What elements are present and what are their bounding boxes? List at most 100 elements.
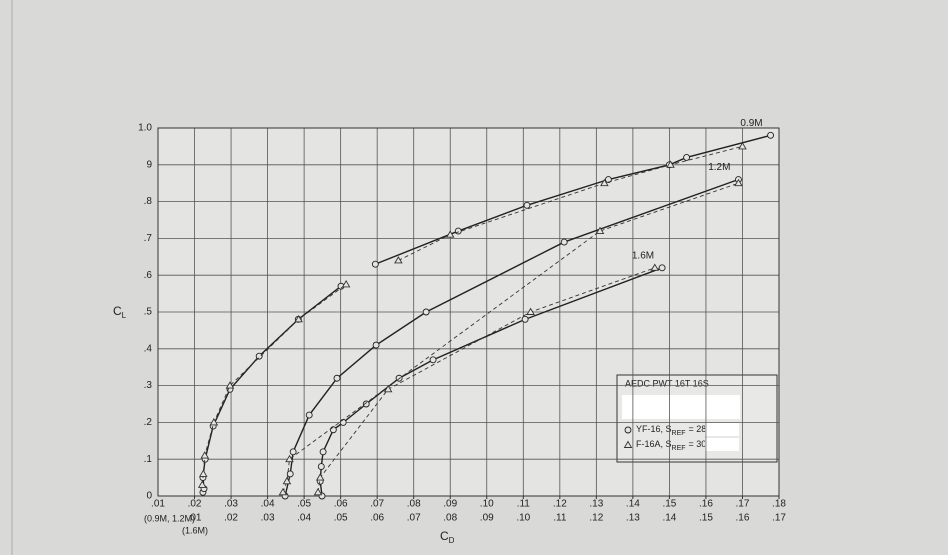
x-tick-label: .14 <box>626 499 640 510</box>
y-axis-label-main: C <box>113 304 122 318</box>
legend-label: YF-16, SREF = 280 <box>636 424 711 436</box>
x-tick-label: .02 <box>188 499 202 510</box>
legend-name-value: = 280 <box>689 424 712 434</box>
x-tick-label: .04 <box>261 499 275 510</box>
x2-tick-label: .07 <box>407 513 421 524</box>
x2-tick-label: .13 <box>626 513 640 524</box>
x-tick-label: .15 <box>662 499 676 510</box>
triangle-marker <box>199 469 208 477</box>
legend-name: F-16A, S <box>636 439 672 449</box>
curve-label: 1.6M <box>632 250 654 261</box>
x2-tick-label: .09 <box>480 513 494 524</box>
y-tick-label: .4 <box>144 343 153 354</box>
triangle-marker <box>278 487 288 496</box>
legend: AEDC PWT 16T 16S YF-16, SREF = 280 F-16A, … <box>616 374 778 463</box>
circle-marker <box>371 260 379 268</box>
circle-marker <box>255 352 263 360</box>
x2-tick-label: .15 <box>699 513 713 524</box>
y-tick-label: .7 <box>144 233 153 244</box>
circle-marker <box>521 315 529 323</box>
triangle-marker <box>294 314 303 323</box>
x2-tick-label: .11 <box>553 513 567 524</box>
circle-marker <box>767 131 775 139</box>
curve-label: 1.2M <box>708 162 730 173</box>
x-tick-label: .12 <box>553 499 567 510</box>
x-tick-label: .17 <box>736 499 750 510</box>
legend-name-value: = 300 <box>689 439 712 449</box>
x-tick-label: .13 <box>589 499 603 510</box>
circle-marker <box>429 356 437 364</box>
triangle-marker <box>595 226 605 234</box>
y-tick-label: 9 <box>146 159 152 170</box>
triangle-marker <box>526 307 535 315</box>
legend-title: AEDC PWT 16T 16S <box>625 378 709 388</box>
triangle-marker <box>666 160 675 168</box>
triangle-marker <box>394 256 403 264</box>
circle-marker <box>624 426 632 434</box>
x-tick-label: .09 <box>443 499 457 510</box>
circle-marker <box>560 238 568 246</box>
x2-tick-label: .03 <box>261 513 275 524</box>
circle-marker <box>329 426 337 434</box>
circle-marker <box>422 308 430 316</box>
y-axis-label-sub: L <box>122 311 127 320</box>
legend-name-sub: REF <box>672 445 686 452</box>
triangle-marker <box>445 230 455 238</box>
redaction <box>622 395 740 419</box>
triangle-marker <box>197 480 207 488</box>
redaction <box>705 438 739 451</box>
x2-tick-label: .01 <box>188 513 202 524</box>
x-tick-note: (0.9M, 1.2M) <box>144 513 195 523</box>
circle-marker <box>523 201 531 209</box>
triangle-marker <box>738 142 747 150</box>
y-tick-label: .5 <box>144 307 153 318</box>
x2-tick-label: .14 <box>662 513 676 524</box>
triangle-marker <box>200 451 210 459</box>
circle-marker <box>319 448 327 456</box>
y-tick-label: .2 <box>144 417 153 428</box>
redaction <box>705 423 739 436</box>
circle-marker <box>362 400 370 408</box>
circle-marker <box>658 264 666 272</box>
triangle-marker <box>341 280 351 288</box>
y-tick-label: .8 <box>144 196 153 207</box>
y-tick-label: 1.0 <box>138 123 152 134</box>
x-tick-label: .08 <box>407 499 421 510</box>
x2-tick-label: .06 <box>370 513 384 524</box>
y-tick-label: .3 <box>144 380 153 391</box>
x2-tick-label: .16 <box>736 513 750 524</box>
circle-marker <box>333 374 341 382</box>
x2-tick-label: .08 <box>443 513 457 524</box>
y-tick-label: .1 <box>144 454 153 465</box>
triangle-marker <box>623 440 633 448</box>
x2-tick-note: (1.6M) <box>182 525 208 535</box>
triangle-marker <box>285 454 294 463</box>
circle-marker <box>289 448 297 456</box>
y-axis-label: CL <box>113 304 127 320</box>
triangle-marker <box>600 178 609 187</box>
x-axis-label: CD <box>440 529 455 545</box>
x-tick-label: .07 <box>370 499 384 510</box>
x2-tick-label: .10 <box>516 513 530 524</box>
x-tick-label: .18 <box>772 499 786 510</box>
x-tick-label: .11 <box>517 499 531 510</box>
curve-line <box>282 182 739 493</box>
triangle-marker <box>209 418 219 426</box>
triangle-marker <box>282 476 292 485</box>
x-tick-label: .06 <box>334 499 348 510</box>
triangle-marker <box>225 381 235 389</box>
x2-tick-label: .04 <box>297 513 311 524</box>
y-tick-label: 0 <box>146 491 152 502</box>
plot-frame <box>157 127 780 497</box>
curve-label: 0.9M <box>740 118 762 129</box>
x-axis-label-main: C <box>440 529 449 543</box>
legend-name-sub: REF <box>672 430 686 437</box>
triangle-marker <box>650 263 660 271</box>
circle-marker <box>683 153 691 161</box>
triangle-marker <box>315 473 325 481</box>
y-tick-label: .6 <box>144 270 153 281</box>
circle-marker <box>286 470 294 478</box>
triangle-marker <box>313 487 323 496</box>
x-tick-label: .10 <box>480 499 494 510</box>
